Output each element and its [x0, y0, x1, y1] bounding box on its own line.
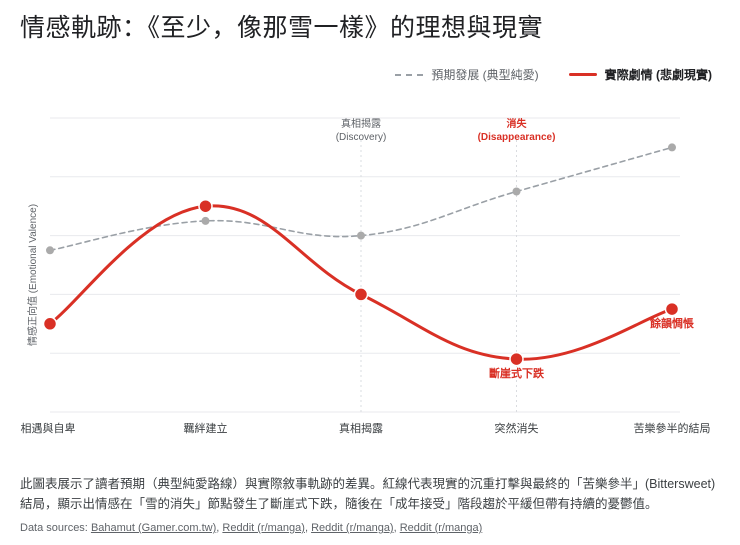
marker-label: 消失: [507, 117, 528, 130]
emotion-line-chart: 真相揭露 (Discovery) 消失 (Disappearance) 斷崖式下跌 餘韻惆…: [21, 117, 711, 435]
data-point-expected: [46, 246, 54, 255]
data-point-actual: [353, 287, 369, 302]
sources-label: Data sources:: [20, 522, 88, 534]
source-link-reddit-2[interactable]: Reddit (r/manga): [311, 522, 394, 534]
page-title: 情感軌跡：《至少，像那雪一樣》的理想與現實: [20, 14, 544, 42]
chart-legend: 預期發展 (典型純愛) 實際劇情 (悲劇現實): [365, 66, 712, 83]
source-link-reddit-1[interactable]: Reddit (r/manga): [222, 522, 305, 534]
x-tick-label: 真相揭露: [339, 421, 383, 435]
data-point-actual: [509, 351, 524, 367]
x-tick-label: 相遇與自卑: [21, 421, 76, 435]
legend-item-actual[interactable]: 實際劇情 (悲劇現實): [568, 66, 712, 83]
marker-label: (Disappearance): [478, 132, 556, 143]
x-tick-label: 羈絆建立: [184, 421, 228, 435]
data-point-actual: [664, 301, 680, 317]
data-point-expected: [512, 187, 521, 196]
x-tick-label: 突然消失: [495, 421, 539, 435]
legend-swatch-actual: [568, 73, 597, 76]
legend-label-expected: 預期發展 (典型純愛): [431, 68, 539, 82]
marker-label: (Discovery): [336, 132, 387, 143]
legend-item-expected[interactable]: 預期發展 (典型純愛): [395, 66, 539, 83]
y-axis-label: 情感正向值 (Emotional Valence): [26, 204, 39, 346]
data-point-expected: [357, 231, 365, 240]
legend-swatch-expected: [395, 73, 424, 76]
legend-label-actual: 實際劇情 (悲劇現實): [604, 68, 712, 82]
data-point-actual: [198, 198, 213, 214]
data-point-expected: [201, 216, 210, 225]
data-point-expected: [668, 143, 676, 152]
data-sources: Data sources: Bahamut (Gamer.com.tw), Re…: [20, 522, 483, 534]
marker-label: 真相揭露: [341, 117, 381, 130]
data-point-actual: [42, 316, 58, 332]
point-annotation: 餘韻惆悵: [649, 316, 694, 330]
x-tick-label: 苦樂參半的結局: [634, 421, 711, 435]
source-link-reddit-3[interactable]: Reddit (r/manga): [399, 522, 483, 534]
chart-description: 此圖表展示了讀者預期（典型純愛路線）與實際敘事軌跡的差異。紅線代表現實的沉重打擊…: [20, 477, 716, 511]
point-annotation: 斷崖式下跌: [489, 366, 545, 380]
source-link-bahamut[interactable]: Bahamut (Gamer.com.tw): [90, 522, 217, 534]
